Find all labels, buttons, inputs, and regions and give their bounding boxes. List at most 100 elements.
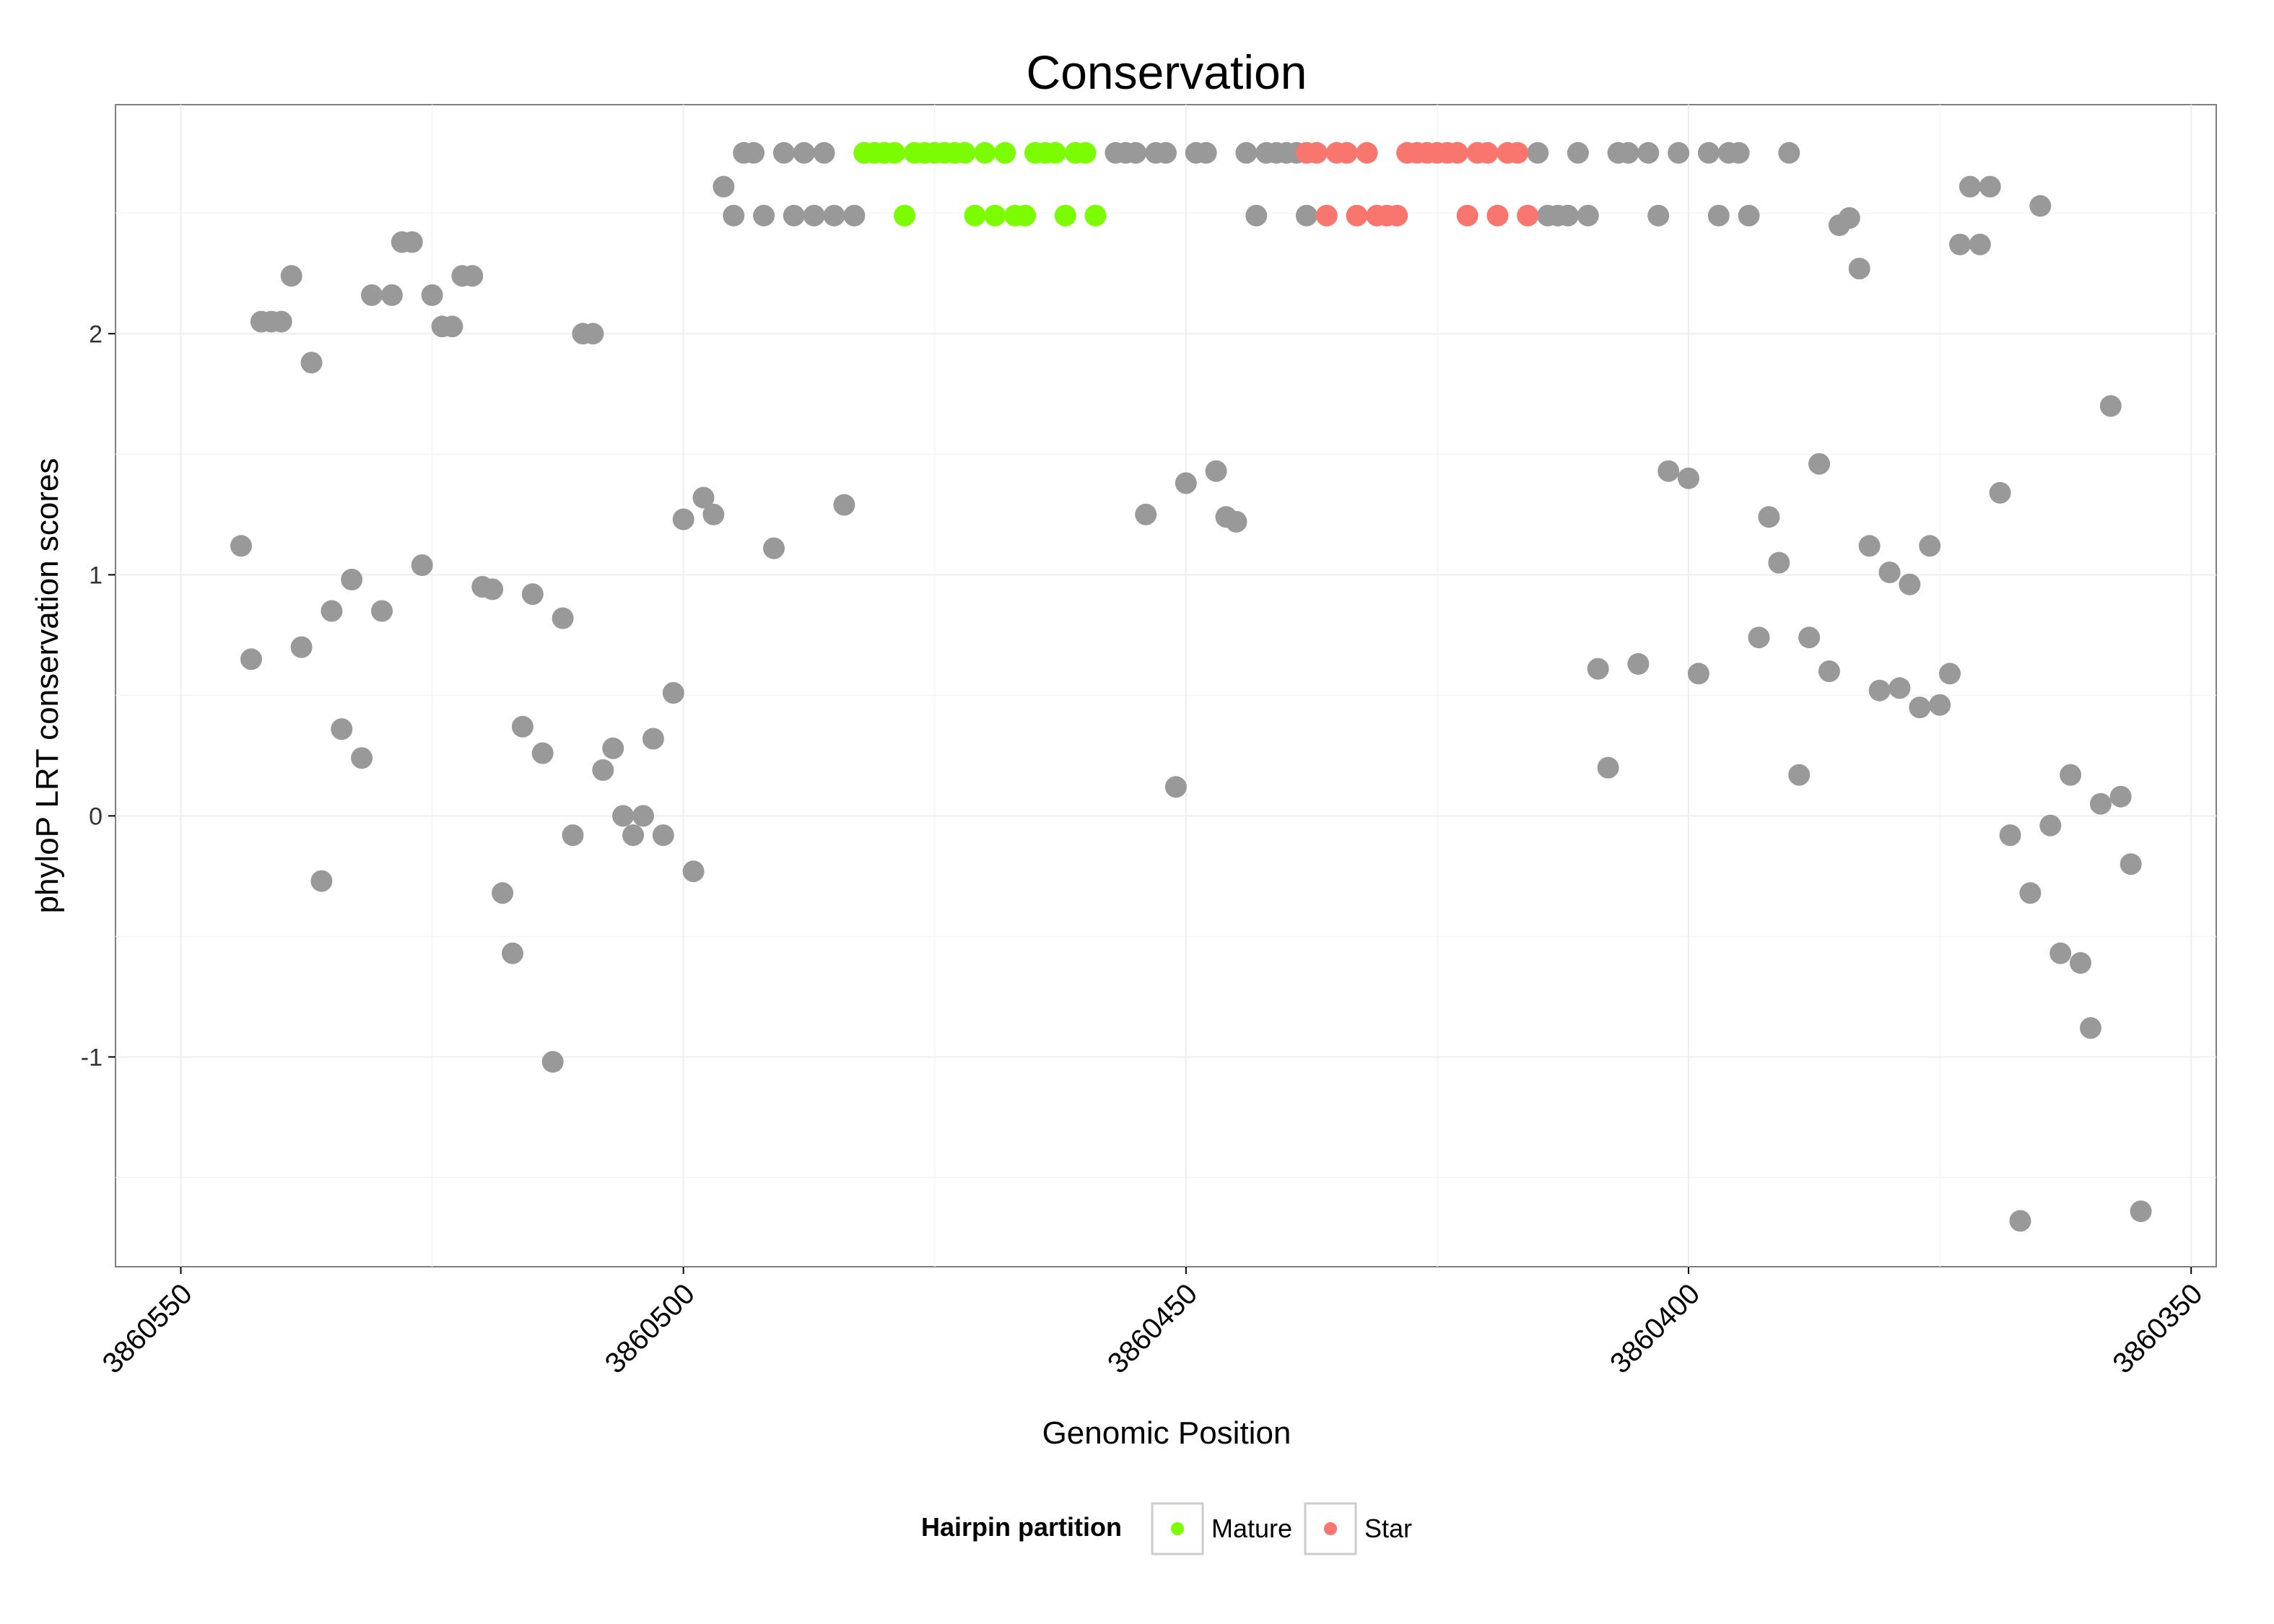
data-point-other bbox=[713, 175, 735, 198]
data-point-other bbox=[2060, 764, 2082, 786]
data-point-other bbox=[672, 508, 694, 531]
data-point-mature bbox=[894, 204, 915, 227]
data-point-other bbox=[461, 265, 484, 287]
data-point-other bbox=[2089, 793, 2112, 815]
data-point-other bbox=[843, 204, 866, 227]
data-point-mature bbox=[1074, 141, 1097, 164]
data-point-other bbox=[331, 718, 353, 741]
data-point-other bbox=[1989, 481, 2011, 504]
data-point-other bbox=[1245, 204, 1268, 227]
data-point-other bbox=[2070, 952, 2091, 974]
legend-marker-star bbox=[1324, 1522, 1337, 1535]
data-point-other bbox=[642, 728, 664, 750]
data-point-other bbox=[743, 141, 765, 164]
x-axis-title: Genomic Position bbox=[1042, 1415, 1291, 1451]
plot-panel bbox=[115, 104, 2217, 1267]
y-tick-label: 2 bbox=[89, 320, 103, 348]
data-point-other bbox=[1225, 510, 1247, 533]
data-point-star bbox=[1386, 204, 1408, 227]
data-point-other bbox=[803, 204, 825, 227]
y-axis: -1 0 1 2 bbox=[81, 320, 116, 1071]
data-point-other bbox=[1556, 204, 1579, 227]
data-point-other bbox=[1164, 776, 1187, 798]
data-point-other bbox=[753, 204, 775, 227]
data-point-other bbox=[2019, 882, 2042, 904]
data-point-other bbox=[1778, 141, 1800, 164]
legend-marker-mature bbox=[1171, 1522, 1184, 1535]
data-point-other bbox=[1959, 175, 1981, 198]
data-point-other bbox=[1687, 663, 1709, 685]
data-point-other bbox=[1929, 694, 1951, 716]
data-point-other bbox=[511, 715, 533, 738]
x-tick-label: 3860500 bbox=[599, 1278, 701, 1379]
gridlines bbox=[116, 105, 2216, 1267]
data-point-other bbox=[351, 747, 373, 769]
data-point-other bbox=[341, 569, 363, 590]
x-tick-label: 3860350 bbox=[2107, 1278, 2208, 1379]
data-point-other bbox=[492, 882, 514, 904]
data-point-other bbox=[1637, 141, 1660, 164]
data-point-other bbox=[662, 682, 684, 704]
data-points bbox=[230, 141, 2152, 1232]
data-point-star bbox=[1507, 141, 1529, 164]
data-point-other bbox=[421, 284, 443, 306]
data-point-other bbox=[482, 578, 504, 601]
data-point-other bbox=[702, 503, 725, 525]
data-point-other bbox=[1728, 141, 1750, 164]
data-point-other bbox=[772, 141, 795, 164]
data-point-other bbox=[1999, 824, 2021, 847]
data-point-mature bbox=[1044, 141, 1066, 164]
data-point-other bbox=[1205, 460, 1227, 482]
data-point-other bbox=[602, 737, 624, 759]
data-point-other bbox=[1939, 663, 1961, 685]
data-point-mature bbox=[984, 204, 1006, 227]
y-tick-label: 1 bbox=[89, 562, 103, 589]
data-point-mature bbox=[884, 141, 906, 164]
data-point-other bbox=[1125, 141, 1147, 164]
chart-title: Conservation bbox=[1027, 45, 1307, 99]
data-point-other bbox=[1788, 764, 1811, 786]
data-point-other bbox=[401, 231, 423, 253]
data-point-other bbox=[2109, 785, 2132, 808]
data-point-other bbox=[783, 204, 805, 227]
y-tick-label: 0 bbox=[89, 803, 103, 830]
data-point-other bbox=[1868, 679, 1891, 702]
data-point-star bbox=[1486, 204, 1509, 227]
data-point-other bbox=[1567, 141, 1589, 164]
data-point-other bbox=[380, 284, 403, 306]
data-point-other bbox=[1889, 677, 1911, 699]
data-point-other bbox=[582, 323, 604, 345]
data-point-other bbox=[1617, 141, 1639, 164]
data-point-other bbox=[230, 535, 252, 557]
data-point-other bbox=[2080, 1017, 2101, 1039]
data-point-other bbox=[531, 742, 554, 764]
data-point-other bbox=[1979, 175, 2001, 198]
data-point-other bbox=[2049, 942, 2072, 964]
data-point-star bbox=[1446, 141, 1468, 164]
data-point-other bbox=[1858, 535, 1881, 557]
data-point-other bbox=[1808, 453, 1830, 475]
data-point-mature bbox=[1054, 204, 1076, 227]
data-point-other bbox=[1155, 141, 1177, 164]
data-point-mature bbox=[1084, 204, 1107, 227]
y-axis-title: phyloP LRT conservation scores bbox=[30, 458, 65, 913]
data-point-mature bbox=[954, 141, 976, 164]
data-point-other bbox=[1657, 460, 1680, 482]
data-point-other bbox=[2120, 853, 2142, 876]
data-point-other bbox=[310, 870, 333, 892]
data-point-other bbox=[1195, 141, 1217, 164]
data-point-other bbox=[1738, 204, 1760, 227]
data-point-other bbox=[1768, 551, 1790, 574]
data-point-other bbox=[270, 310, 292, 333]
data-point-other bbox=[1899, 573, 1921, 595]
x-tick-label: 3860450 bbox=[1102, 1278, 1203, 1379]
x-tick-label: 3860400 bbox=[1604, 1278, 1706, 1379]
data-point-other bbox=[411, 554, 433, 576]
data-point-other bbox=[1587, 658, 1609, 680]
data-point-other bbox=[521, 583, 544, 606]
data-point-other bbox=[1597, 756, 1619, 779]
legend: Hairpin partition Mature Star bbox=[921, 1502, 1412, 1555]
x-tick-label: 3860550 bbox=[97, 1278, 199, 1379]
data-point-other bbox=[1798, 627, 1821, 649]
data-point-star bbox=[1476, 141, 1499, 164]
